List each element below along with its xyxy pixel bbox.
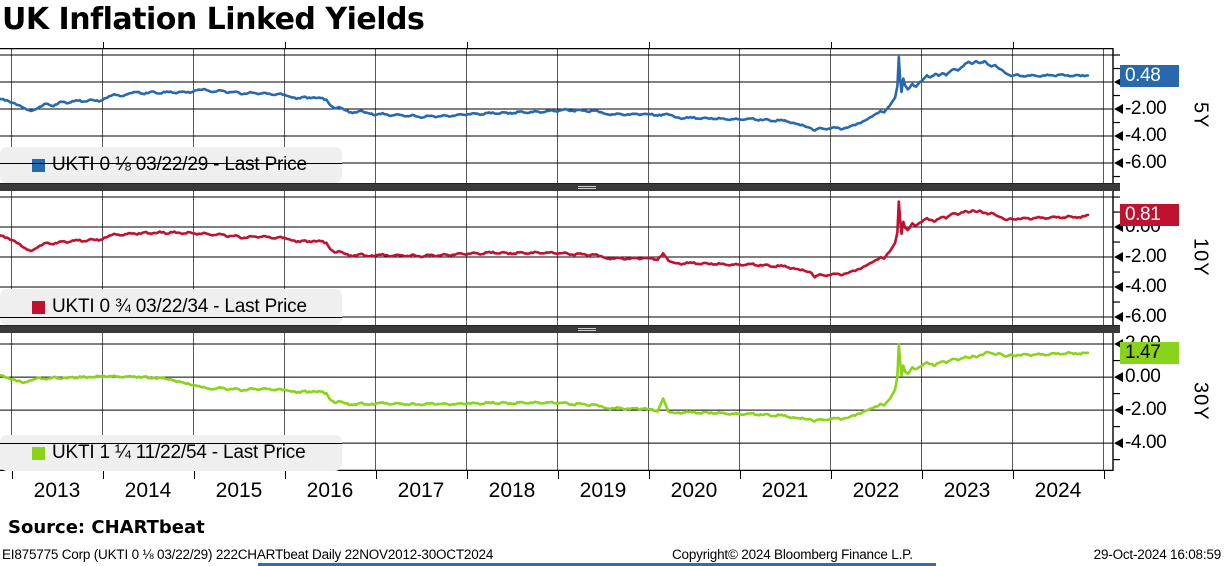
y-tick-label: -6.00 [1125, 152, 1167, 174]
copyright-notice: Copyright© 2024 Bloomberg Finance L.P. [672, 547, 913, 562]
x-axis-tick [830, 471, 832, 479]
x-axis-tick [1012, 471, 1014, 479]
panel-plot-5y[interactable] [0, 48, 1224, 183]
series-line-10y [0, 200, 1090, 279]
separator-drag-handle[interactable] [578, 327, 596, 332]
y-tick-label: -4.00 [1125, 276, 1167, 298]
top-axis-tick [648, 42, 650, 48]
panel-plot-30y[interactable] [0, 332, 1224, 471]
series-line-5y [0, 55, 1090, 132]
x-axis-tick [648, 471, 650, 479]
last-price-tag-5y[interactable]: 0.48 [1120, 64, 1179, 87]
x-year-label: 2022 [852, 479, 900, 502]
separator-drag-handle[interactable] [578, 185, 596, 190]
x-year-label: 2024 [1034, 479, 1082, 502]
x-axis-tick [1103, 471, 1105, 479]
x-year-label: 2017 [397, 479, 445, 502]
security-descriptor: EI875775 Corp (UKTI 0 ⅛ 03/22/29) 222CHA… [2, 547, 494, 562]
top-axis-tick [830, 42, 832, 48]
x-year-label: 2018 [488, 479, 536, 502]
y-tick-label: 0.00 [1125, 366, 1161, 388]
x-axis-tick [466, 471, 468, 479]
x-axis: 2013 2014 2015 2016 2017 2018 2019 2020 2021 2022… [0, 471, 1224, 509]
y-tick-label: -2.00 [1125, 98, 1167, 120]
y-tick-label: -6.00 [1125, 306, 1167, 328]
top-axis-tick [284, 42, 286, 48]
y-tick-label: -4.00 [1125, 125, 1167, 147]
legend-swatch-10y [32, 300, 45, 314]
x-axis-tick [557, 471, 559, 479]
x-year-label: 2021 [761, 479, 809, 502]
x-axis-tick [284, 471, 286, 479]
page-title: UK Inflation Linked Yields [2, 2, 425, 37]
chart-panel-10y[interactable]: 0.00 -2.00 -4.00 -6.00 UKTI 0 ¾ 03/22/34 - L… [0, 190, 1224, 328]
legend-label-5y: UKTI 0 ⅛ 03/22/29 - Last Price [52, 154, 307, 175]
top-axis-tick [1012, 42, 1014, 48]
series-line-30y [0, 342, 1090, 423]
legend-label-10y: UKTI 0 ¾ 03/22/34 - Last Price [52, 296, 307, 317]
x-year-label: 2020 [670, 479, 718, 502]
panel-axis-label-5y: 5Y [1189, 102, 1212, 129]
panel-separator-2[interactable] [0, 325, 1120, 333]
legend-label-30y: UKTI 1 ¼ 11/22/54 - Last Price [52, 442, 306, 463]
panel-plot-10y[interactable] [0, 190, 1224, 325]
y-tick-label: -4.00 [1125, 432, 1167, 454]
gridline-through-legend [0, 317, 342, 319]
top-axis-tick [466, 42, 468, 48]
legend-30y[interactable]: UKTI 1 ¼ 11/22/54 - Last Price [0, 435, 342, 471]
legend-swatch-5y [32, 158, 45, 172]
x-axis-tick [375, 471, 377, 479]
last-price-tag-10y[interactable]: 0.81 [1120, 203, 1179, 226]
x-year-label: 2019 [579, 479, 627, 502]
timestamp: 29-Oct-2024 16:08:59 [1093, 547, 1222, 562]
x-axis-tick [739, 471, 741, 479]
x-year-label: 2013 [33, 479, 81, 502]
x-axis-tick [102, 471, 104, 479]
gridline-through-legend [0, 443, 342, 445]
y-tick-label: -2.00 [1125, 399, 1167, 421]
legend-swatch-30y [32, 446, 45, 460]
x-year-label: 2016 [306, 479, 354, 502]
source-label: Source: CHARTbeat [8, 517, 205, 538]
last-price-tag-30y[interactable]: 1.47 [1120, 341, 1179, 364]
bottom-accent-bar [258, 563, 936, 566]
gridline-through-legend [0, 163, 342, 165]
x-axis-tick [193, 471, 195, 479]
x-axis-tick [11, 471, 13, 479]
x-axis-tick [921, 471, 923, 479]
panel-axis-label-10y: 10Y [1189, 238, 1212, 277]
panel-axis-label-30y: 30Y [1189, 382, 1212, 421]
top-axis-tick [102, 42, 104, 48]
x-year-label: 2014 [124, 479, 172, 502]
x-year-label: 2023 [943, 479, 991, 502]
x-year-label: 2015 [215, 479, 263, 502]
y-tick-label: -2.00 [1125, 246, 1167, 268]
legend-5y[interactable]: UKTI 0 ⅛ 03/22/29 - Last Price [0, 147, 342, 183]
panel-separator-1[interactable] [0, 183, 1120, 191]
legend-10y[interactable]: UKTI 0 ¾ 03/22/34 - Last Price [0, 289, 342, 325]
